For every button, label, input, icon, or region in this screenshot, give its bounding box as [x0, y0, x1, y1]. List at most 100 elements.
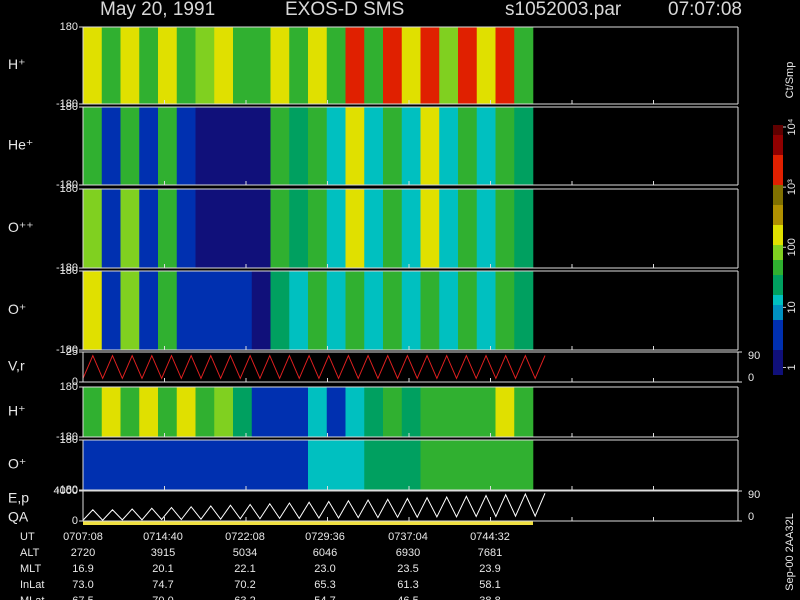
colorbar-cell — [773, 160, 783, 165]
heat-cell — [120, 189, 140, 268]
y-tick-label: -180 — [56, 98, 78, 110]
heat-cell — [345, 107, 365, 185]
heat-cell — [158, 189, 178, 268]
heat-cell — [270, 440, 290, 490]
panel-label: O⁺ — [8, 301, 26, 317]
heat-cell — [101, 189, 121, 268]
footer-note: Sep-00 2AA32L — [784, 513, 796, 591]
heat-cell — [420, 271, 440, 350]
table-cell: 73.0 — [72, 579, 93, 591]
heat-cell — [158, 27, 178, 104]
heat-cell — [383, 271, 403, 350]
date: May 20, 1991 — [100, 0, 215, 20]
colorbar-label: Ct/Smp — [784, 62, 796, 99]
heat-cell — [176, 440, 196, 490]
heat-cell — [214, 189, 234, 268]
y2-tick-label: 0 — [748, 372, 754, 384]
heat-cell — [214, 440, 234, 490]
heat-cell — [420, 107, 440, 185]
instrument: EXOS-D SMS — [285, 0, 404, 20]
heat-cell — [401, 271, 421, 350]
heat-cell — [120, 107, 140, 185]
y-tick-label: 25 — [66, 346, 78, 358]
colorbar-cell — [773, 220, 783, 225]
heat-cell — [439, 387, 459, 437]
heat-cell — [326, 107, 346, 185]
heat-cell — [364, 189, 384, 268]
heat-cell — [233, 27, 253, 104]
y-tick-label: 0 — [72, 376, 78, 388]
colorbar-cell — [773, 240, 783, 245]
heat-cell — [345, 27, 365, 104]
table-cell: 5034 — [233, 547, 257, 559]
heat-cell — [514, 440, 534, 490]
heat-cell — [120, 271, 140, 350]
y-tick-label: 180 — [60, 265, 78, 277]
heat-cell — [345, 189, 365, 268]
heat-cell — [139, 189, 159, 268]
panel-label: O⁺ — [8, 456, 26, 472]
colorbar-cell — [773, 245, 783, 250]
heat-cell — [289, 387, 309, 437]
qa-bar — [83, 521, 533, 525]
time: 07:07:08 — [668, 0, 742, 20]
heat-cell — [83, 387, 103, 437]
heat-cell — [158, 271, 178, 350]
colorbar-cell — [773, 140, 783, 145]
heat-cell — [289, 440, 309, 490]
heat-cell — [289, 27, 309, 104]
heat-cell — [251, 387, 271, 437]
colorbar-cell — [773, 230, 783, 235]
heat-cell — [401, 189, 421, 268]
heat-cell — [139, 440, 159, 490]
heat-cell — [251, 27, 271, 104]
table-cell: 38.8 — [479, 595, 500, 600]
heat-cell — [233, 107, 253, 185]
heat-cell — [401, 440, 421, 490]
heat-cell — [289, 189, 309, 268]
heat-cell — [420, 27, 440, 104]
heat-cell — [476, 107, 496, 185]
heat-cell — [458, 27, 478, 104]
heat-cell — [495, 271, 515, 350]
heat-cell — [495, 107, 515, 185]
line-series — [82, 354, 546, 380]
heat-cell — [439, 27, 459, 104]
table-cell: 7681 — [478, 547, 502, 559]
heat-cell — [514, 387, 534, 437]
heat-cell — [383, 107, 403, 185]
table-cell: 63.2 — [234, 595, 255, 600]
heat-cell — [308, 271, 328, 350]
colorbar-cell — [773, 365, 783, 370]
colorbar-cell — [773, 185, 783, 190]
heat-cell — [101, 27, 121, 104]
y-tick-label: 180 — [60, 21, 78, 33]
colorbar-cell — [773, 225, 783, 230]
colorbar-cell — [773, 190, 783, 195]
heat-cell — [495, 440, 515, 490]
table-cell: 0729:36 — [305, 531, 345, 543]
row-label: UT — [20, 531, 35, 543]
colorbar-cell — [773, 215, 783, 220]
heat-cell — [176, 271, 196, 350]
colorbar-cell — [773, 320, 783, 325]
heat-cell — [495, 189, 515, 268]
colorbar-cell — [773, 315, 783, 320]
heat-cell — [195, 387, 215, 437]
heat-cell — [345, 387, 365, 437]
y-tick-label: -180 — [56, 431, 78, 443]
colorbar-cell — [773, 325, 783, 330]
heat-cell — [495, 27, 515, 104]
colorbar-cell — [773, 200, 783, 205]
heat-cell — [476, 189, 496, 268]
colorbar-cell — [773, 175, 783, 180]
heat-cell — [139, 271, 159, 350]
heat-cell — [383, 189, 403, 268]
heat-cell — [458, 107, 478, 185]
heat-cell — [101, 387, 121, 437]
colorbar-tick-label: 100 — [786, 238, 798, 256]
row-label: InLat — [20, 579, 44, 591]
heat-cell — [101, 107, 121, 185]
heat-cell — [195, 27, 215, 104]
